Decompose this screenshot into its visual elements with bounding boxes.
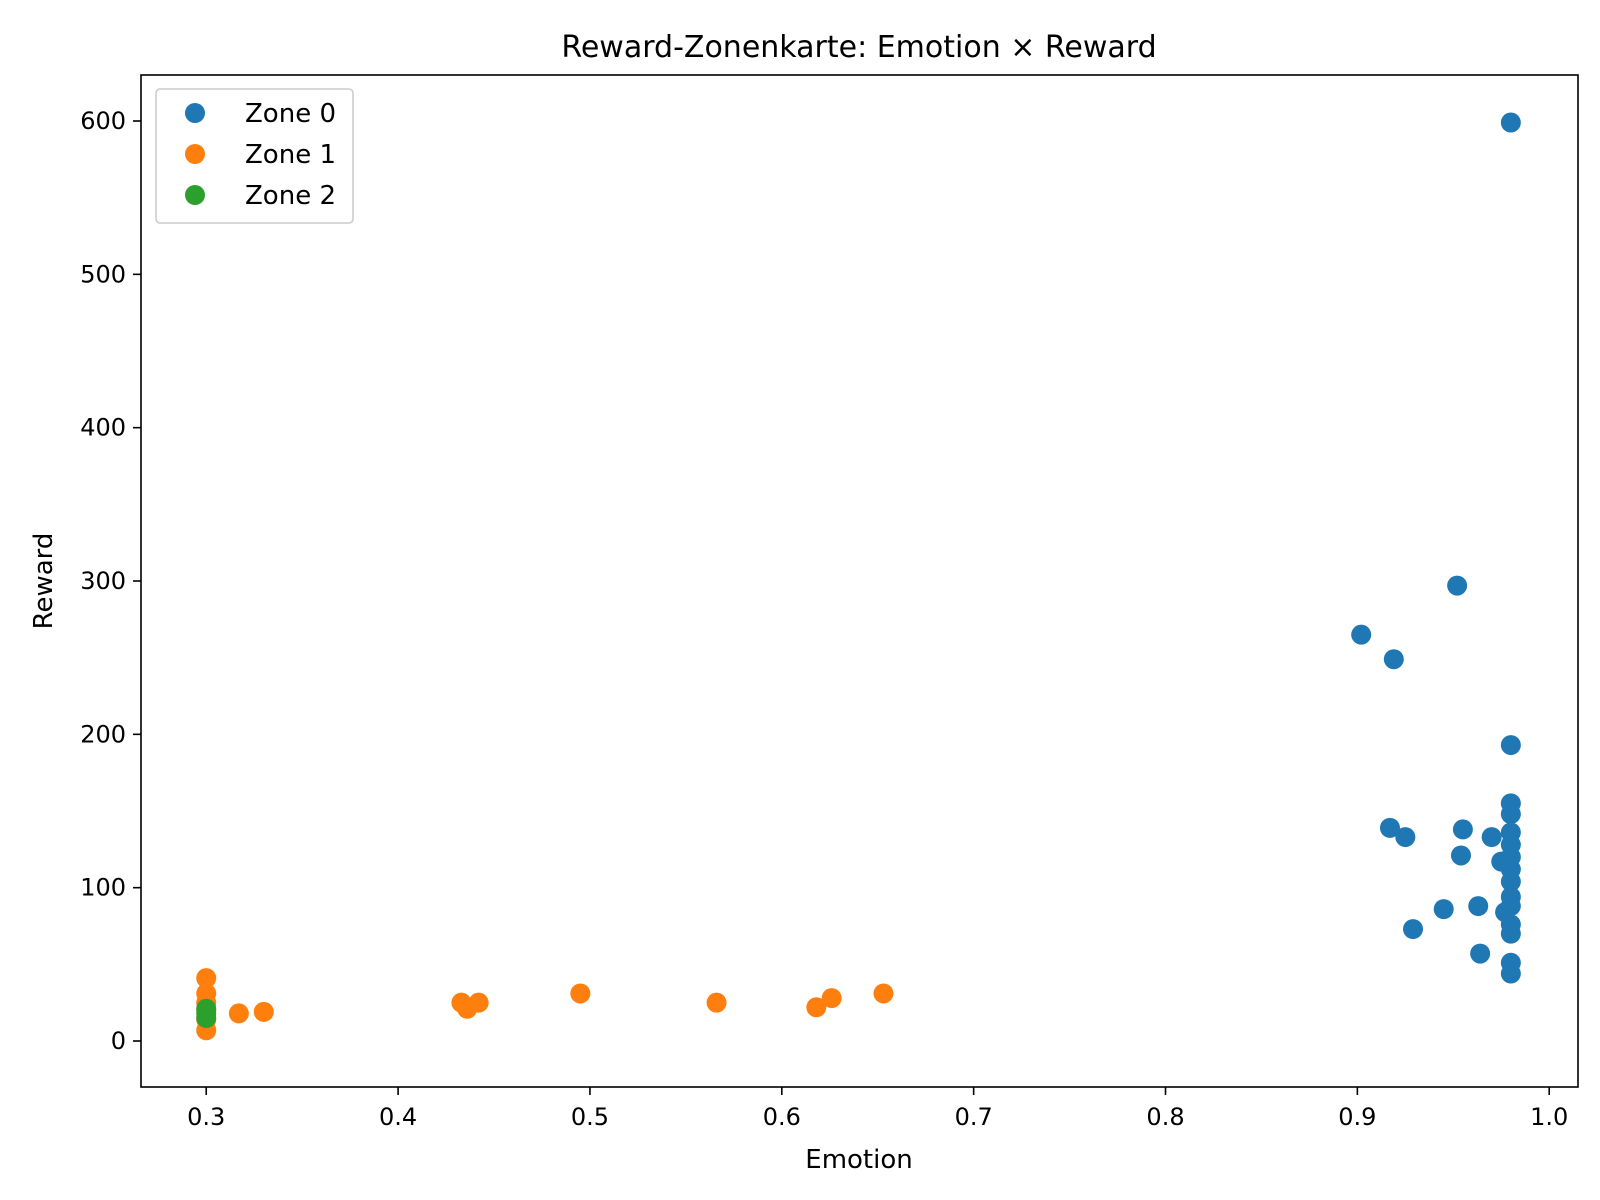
scatter-point-zone-0 — [1481, 827, 1502, 848]
scatter-point-zone-0 — [1500, 804, 1521, 825]
legend: Zone 0 Zone 1 Zone 2 — [155, 88, 354, 224]
y-axis: 0 100 200 300 400 500 600 — [80, 107, 141, 1055]
y-tick-label: 200 — [80, 720, 126, 748]
legend-box — [155, 88, 354, 224]
chart-title: Reward-Zonenkarte: Emotion × Reward — [561, 30, 1156, 65]
scatter-point-zone-1 — [821, 988, 842, 1009]
legend-marker-zone-2 — [185, 185, 205, 205]
scatter-point-zone-0 — [1403, 919, 1424, 940]
scatter-point-zone-0 — [1395, 827, 1416, 848]
plot-area — [140, 74, 1579, 1088]
scatter-point-zone-0 — [1500, 112, 1521, 133]
scatter-point-zone-1 — [570, 983, 591, 1004]
scatter-point-zone-0 — [1383, 649, 1404, 670]
scatter-point-zone-0 — [1500, 871, 1521, 892]
scatter-point-zone-2 — [196, 1008, 217, 1028]
scatter-point-zone-1 — [228, 1003, 249, 1024]
x-tick-label: 0.6 — [763, 1103, 801, 1131]
scatter-point-zone-0 — [1491, 851, 1512, 872]
legend-label-zone-2: Zone 2 — [245, 181, 336, 211]
x-tick-label: 0.5 — [571, 1103, 609, 1131]
y-tick-label: 400 — [80, 414, 126, 442]
scatter-point-zone-0 — [1452, 819, 1473, 840]
x-tick-label: 1.0 — [1530, 1103, 1568, 1131]
y-tick-label: 600 — [80, 107, 126, 135]
x-axis-label: Emotion — [805, 1145, 912, 1175]
legend-label-zone-1: Zone 1 — [245, 140, 336, 170]
scatter-point-zone-1 — [253, 1001, 274, 1022]
legend-marker-zone-0 — [185, 103, 205, 123]
x-tick-label: 0.3 — [187, 1103, 225, 1131]
scatter-point-zone-0 — [1450, 845, 1471, 866]
y-tick-label: 500 — [80, 260, 126, 288]
scatter-point-zone-0 — [1500, 923, 1521, 944]
scatter-point-zone-0 — [1447, 575, 1468, 596]
scatter-point-zone-0 — [1470, 943, 1491, 964]
scatter-point-zone-0 — [1379, 817, 1400, 838]
data-points — [196, 112, 1521, 1041]
x-tick-label: 0.7 — [955, 1103, 993, 1131]
scatter-point-zone-1 — [873, 983, 894, 1004]
scatter-point-zone-0 — [1495, 902, 1516, 923]
scatter-point-zone-1 — [196, 968, 217, 989]
scatter-point-zone-1 — [468, 992, 489, 1013]
legend-label-zone-0: Zone 0 — [245, 99, 336, 129]
legend-marker-zone-1 — [185, 144, 205, 164]
x-tick-label: 0.9 — [1338, 1103, 1376, 1131]
scatter-point-zone-1 — [706, 992, 727, 1013]
y-tick-label: 100 — [80, 874, 126, 902]
scatter-point-zone-1 — [806, 997, 827, 1018]
scatter-point-zone-0 — [1433, 899, 1454, 920]
y-axis-label: Reward — [29, 533, 59, 630]
scatter-point-zone-0 — [1500, 735, 1521, 756]
scatter-point-zone-0 — [1468, 896, 1489, 917]
y-tick-label: 300 — [80, 567, 126, 595]
x-axis: 0.3 0.4 0.5 0.6 0.7 0.8 0.9 1.0 — [187, 1087, 1568, 1131]
y-tick-label: 0 — [111, 1027, 126, 1055]
scatter-point-zone-0 — [1500, 963, 1521, 984]
scatter-point-zone-0 — [1351, 624, 1372, 645]
x-tick-label: 0.8 — [1146, 1103, 1184, 1131]
x-tick-label: 0.4 — [379, 1103, 417, 1131]
